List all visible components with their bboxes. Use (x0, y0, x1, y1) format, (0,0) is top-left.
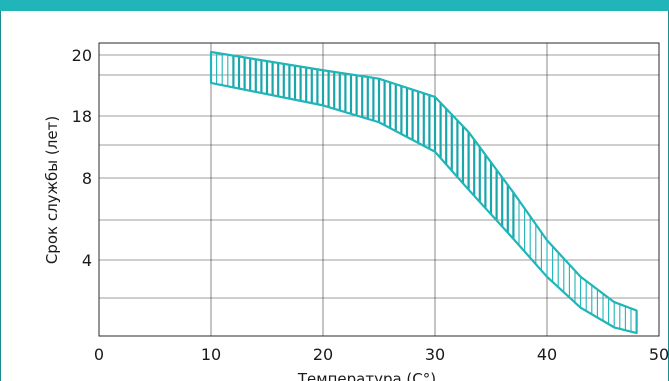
band-outline (209, 50, 638, 335)
plot-area-border (98, 42, 660, 337)
service-life-band (209, 50, 638, 335)
x-tick-label: 10 (201, 345, 221, 364)
x-tick-label: 0 (94, 345, 104, 364)
x-tick-label: 40 (537, 345, 557, 364)
x-tick-label: 50 (649, 345, 669, 364)
y-axis-ticks: 20 18 8 4 (72, 46, 92, 270)
y-tick-label: 20 (72, 46, 92, 65)
y-axis-title: Срок службы (лет) (43, 116, 61, 264)
x-axis-ticks: 0 10 20 30 40 50 (94, 345, 669, 364)
y-tick-label: 18 (72, 107, 92, 126)
header-accent-bar (0, 0, 669, 11)
x-tick-label: 20 (313, 345, 333, 364)
x-axis-title: Температура (C°) (297, 370, 436, 381)
x-tick-label: 30 (425, 345, 445, 364)
y-tick-label: 8 (82, 169, 92, 188)
y-tick-label: 4 (82, 251, 92, 270)
